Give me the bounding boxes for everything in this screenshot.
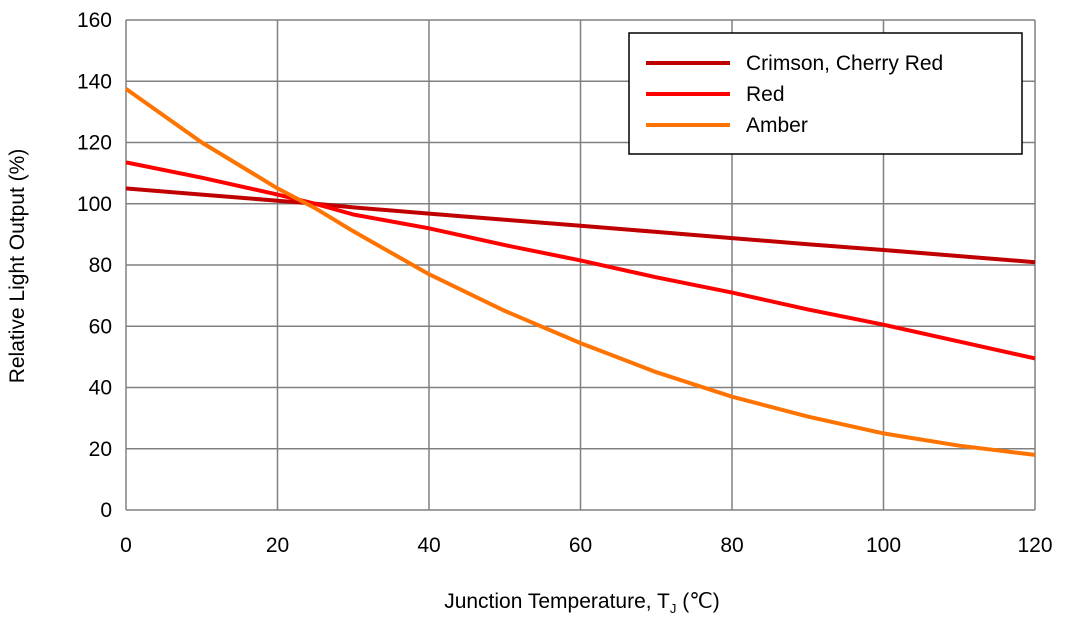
series-line-0 — [125, 186, 1036, 265]
x-axis-title-subscript: J — [670, 601, 677, 616]
y-axis-title: Relative Light Output (%) — [6, 149, 29, 384]
legend: Crimson, Cherry Red Red Amber — [628, 32, 1023, 155]
y-tick-label: 160 — [77, 9, 112, 32]
x-tick-label: 40 — [417, 534, 440, 557]
legend-label: Crimson, Cherry Red — [746, 52, 943, 75]
y-tick-label: 40 — [89, 377, 112, 400]
y-tick-label: 60 — [89, 315, 112, 338]
x-tick-label: 80 — [720, 534, 743, 557]
series-line-2 — [124, 87, 1036, 457]
legend-label: Amber — [746, 114, 808, 137]
series-lines — [124, 87, 1036, 457]
y-tick-label: 0 — [100, 499, 112, 522]
x-tick-label: 120 — [1017, 534, 1052, 557]
y-tick-label: 100 — [77, 193, 112, 216]
series-line-1 — [125, 160, 1036, 361]
grid — [125, 19, 1036, 511]
x-tick-label: 0 — [120, 534, 132, 557]
y-tick-label: 80 — [89, 254, 112, 277]
x-tick-label: 60 — [569, 534, 592, 557]
y-tick-label: 140 — [77, 70, 112, 93]
x-axis-title-main: Junction Temperature, T — [444, 590, 670, 613]
x-axis-title: Junction Temperature, TJ (℃) — [444, 590, 720, 616]
tick-labels: 0 20 40 60 80 100 120 140 160 0 20 40 60 80 100 120 — [77, 9, 1053, 557]
y-tick-label: 120 — [77, 132, 112, 155]
legend-label: Red — [746, 83, 785, 106]
x-tick-label: 100 — [866, 534, 901, 557]
x-tick-label: 20 — [266, 534, 289, 557]
y-tick-label: 20 — [89, 438, 112, 461]
x-axis-title-unit: (℃) — [676, 590, 719, 613]
